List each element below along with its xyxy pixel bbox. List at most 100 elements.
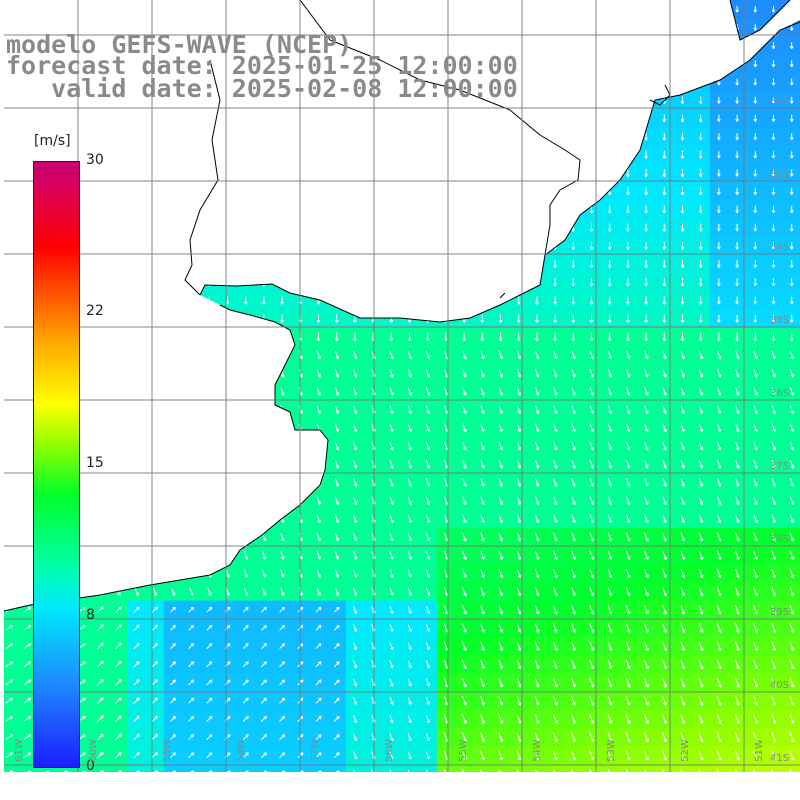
wind-arrow: [771, 732, 777, 743]
wind-arrow: [516, 623, 522, 633]
wind-arrow: [607, 478, 613, 487]
wind-arrow: [552, 677, 558, 688]
wind-arrow: [96, 642, 104, 650]
wind-arrow: [534, 750, 540, 761]
wind-arrow: [334, 405, 340, 414]
wind-arrow: [333, 643, 340, 649]
wind-arrow: [169, 715, 176, 722]
wind-arrow: [626, 259, 630, 269]
wind-arrow: [607, 296, 612, 305]
wind-arrow: [789, 296, 794, 305]
wind-arrow: [771, 550, 777, 560]
wind-arrow: [280, 550, 285, 560]
wind-arrow: [262, 296, 266, 305]
wind-arrow: [734, 750, 740, 761]
wind-arrow: [480, 695, 485, 706]
wind-arrow: [698, 278, 703, 287]
wind-arrow: [333, 697, 340, 704]
wind-arrow: [662, 714, 667, 724]
wind-arrow: [771, 42, 776, 50]
wind-arrow: [607, 514, 613, 524]
wind-cell: [200, 764, 219, 772]
wind-arrow: [353, 751, 358, 760]
title-model: modelo GEFS-WAVE (NCEP): [6, 30, 353, 59]
wind-arrow: [352, 550, 358, 560]
wind-arrow: [516, 605, 522, 615]
wind-arrow: [662, 550, 667, 560]
wind-arrow: [662, 223, 667, 232]
wind-arrow: [571, 423, 576, 433]
wind-arrow: [735, 260, 739, 268]
wind-arrow: [662, 132, 667, 141]
wind-arrow: [753, 423, 758, 433]
wind-arrow: [425, 532, 431, 542]
wind-arrow: [553, 478, 558, 487]
wind-arrow: [389, 550, 394, 560]
longitude-label: 56W: [383, 739, 395, 762]
wind-arrow: [753, 568, 758, 579]
wind-arrow: [771, 568, 777, 579]
wind-arrow: [571, 496, 576, 505]
wind-arrow: [662, 241, 667, 250]
colorbar-tick-8: 8: [86, 607, 95, 623]
wind-arrow: [334, 441, 340, 451]
wind-arrow: [114, 733, 122, 741]
wind-arrow: [279, 752, 286, 759]
wind-arrow: [607, 586, 613, 597]
wind-cell: [509, 764, 529, 772]
wind-arrow: [498, 532, 503, 542]
wind-arrow: [716, 604, 722, 615]
wind-arrow: [352, 459, 358, 469]
wind-arrow: [279, 606, 286, 613]
wind-arrow: [625, 368, 631, 378]
wind-arrow: [516, 423, 522, 433]
wind-arrow: [735, 151, 739, 159]
wind-arrow: [242, 752, 249, 759]
wind-arrow: [516, 732, 522, 743]
wind-arrow: [151, 733, 158, 741]
wind-arrow: [498, 714, 504, 724]
wind-arrow: [771, 223, 776, 232]
wind-arrow: [571, 677, 576, 688]
wind-arrow: [516, 750, 522, 761]
wind-arrow: [407, 605, 412, 614]
wind-arrow: [534, 459, 540, 469]
wind-arrow: [625, 623, 631, 633]
wind-arrow: [243, 296, 248, 305]
wind-arrow: [553, 514, 558, 524]
wind-arrow: [643, 550, 649, 560]
wind-arrow: [680, 187, 685, 196]
wind-arrow: [461, 641, 467, 651]
wind-arrow: [552, 605, 558, 615]
wind-arrow: [188, 661, 195, 668]
wind-arrow: [771, 5, 776, 13]
wind-arrow: [607, 532, 613, 542]
wind-arrow: [735, 350, 740, 360]
wind-arrow: [771, 60, 776, 68]
wind-arrow: [389, 624, 394, 632]
wind-arrow: [625, 568, 631, 579]
wind-arrow: [170, 587, 176, 596]
wind-arrow: [735, 242, 739, 250]
wind-arrow: [333, 606, 340, 613]
wind-arrow: [698, 259, 703, 269]
wind-arrow: [407, 514, 412, 524]
wind-arrow: [698, 659, 704, 670]
wind-arrow: [789, 532, 795, 542]
wind-arrow: [753, 114, 758, 122]
wind-arrow: [789, 223, 794, 232]
wind-arrow: [589, 514, 594, 524]
wind-arrow: [662, 478, 667, 487]
wind-arrow: [680, 659, 686, 670]
wind-arrow: [644, 223, 648, 232]
wind-arrow: [625, 677, 631, 688]
wind-arrow: [407, 715, 412, 723]
wind-arrow: [407, 405, 412, 414]
wind-arrow: [242, 715, 249, 722]
wind-arrow: [188, 697, 195, 704]
wind-arrow: [260, 679, 267, 686]
wind-arrow: [389, 532, 394, 542]
wind-arrow: [607, 387, 613, 396]
wind-arrow: [352, 405, 358, 414]
wind-arrow: [462, 459, 467, 469]
